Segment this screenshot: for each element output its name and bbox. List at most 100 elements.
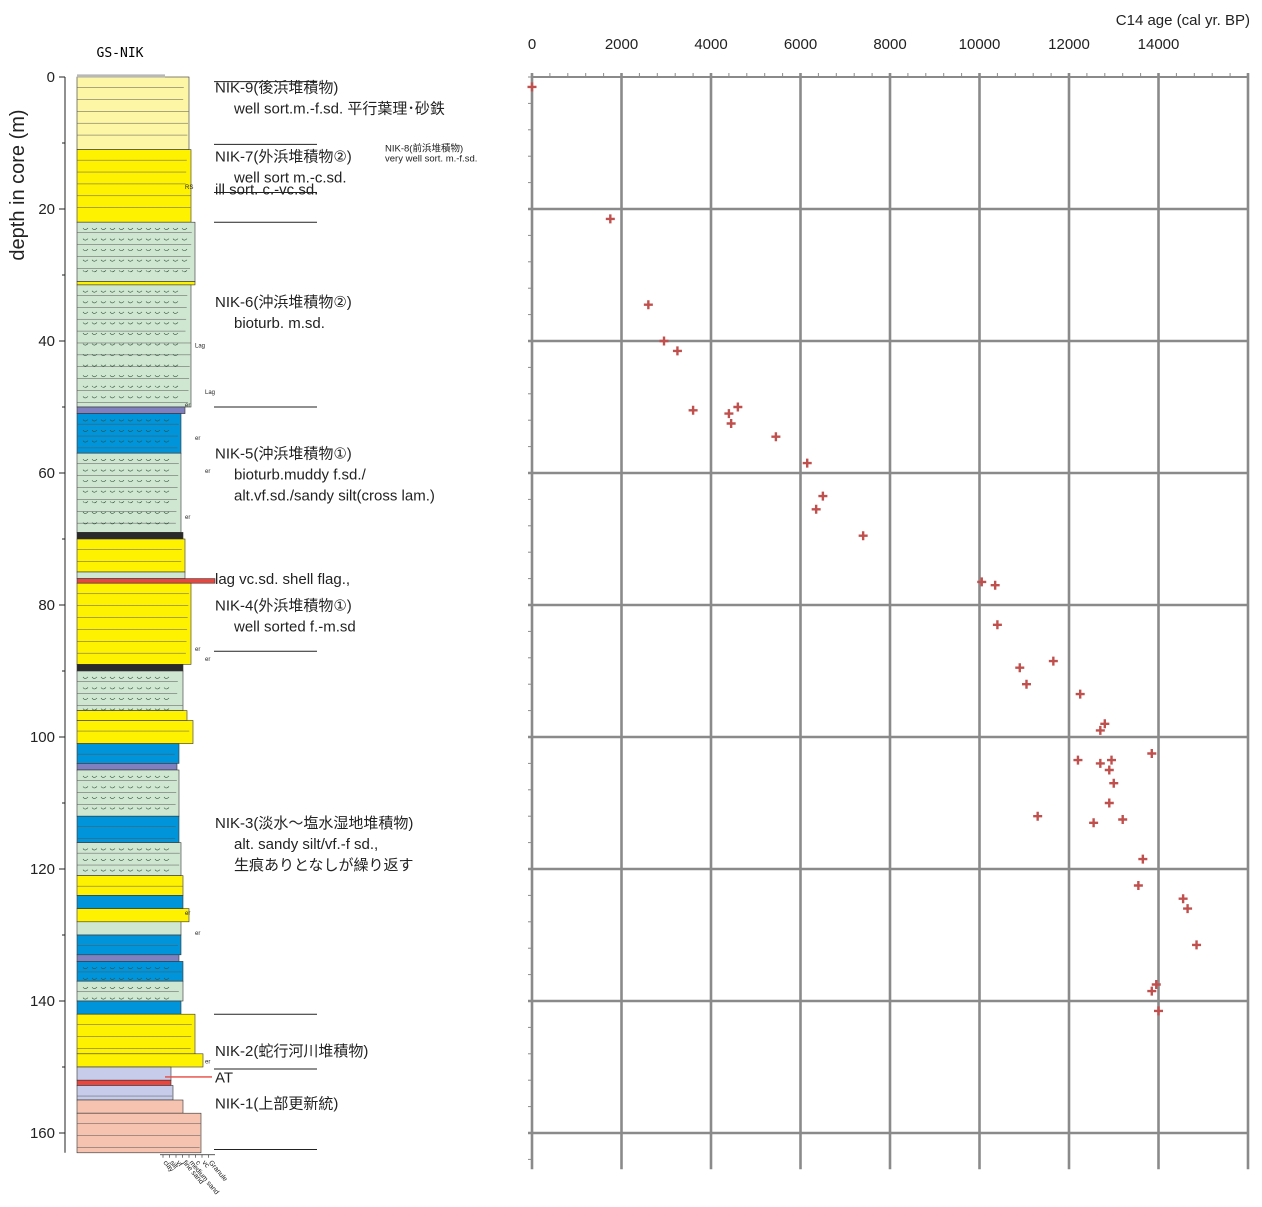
core-annotation: er	[195, 647, 200, 653]
core-layers	[76, 74, 216, 1154]
bioturbation-marks	[82, 786, 170, 789]
core-annotation: er	[205, 469, 210, 475]
unit-label: NIK-7(外浜堆積物②)	[215, 149, 352, 166]
data-point	[1100, 719, 1110, 729]
grain-scale-label: c	[194, 1159, 202, 1167]
bioturbation-marks	[82, 375, 179, 378]
data-point	[992, 620, 1002, 630]
data-point	[858, 531, 868, 541]
unit-label: lag vc.sd. shell flag.,	[215, 571, 350, 588]
unit-label: well sort.m.-f.sd. 平行葉理･砂鉄	[233, 100, 445, 117]
bioturbation-marks	[82, 385, 179, 388]
bioturbation-marks	[82, 440, 170, 443]
data-point	[605, 214, 615, 224]
data-point	[733, 402, 743, 412]
core-annotation: RS	[185, 185, 193, 191]
core-title: GS-NIK	[97, 46, 144, 61]
unit-label: AT	[215, 1069, 233, 1086]
bioturbation-marks	[82, 977, 170, 980]
unit-label: alt. sandy silt/vf.-f sd.,	[234, 836, 378, 853]
data-point	[643, 300, 653, 310]
core-top-cap	[77, 74, 165, 78]
x-tick-label: 14000	[1138, 36, 1180, 53]
x-tick-label: 8000	[873, 36, 906, 53]
x-tick-label: 0	[528, 36, 536, 53]
core-layer	[76, 413, 182, 454]
data-point	[1095, 725, 1105, 735]
bioturbation-marks	[82, 458, 170, 461]
unit-label: alt.vf.sd./sandy silt(cross lam.)	[234, 488, 435, 505]
bioturbation-marks	[82, 997, 170, 1000]
depth-tick-label: 0	[47, 69, 55, 86]
core-layer	[76, 743, 180, 764]
data-point	[1104, 798, 1114, 808]
data-point	[672, 346, 682, 356]
data-point	[1147, 986, 1157, 996]
unit-labels: NIK-9(後浜堆積物) well sort.m.-f.sd. 平行葉理･砂鉄 NI…	[165, 79, 477, 1150]
data-point	[1107, 755, 1117, 765]
core-layer	[76, 76, 190, 150]
x-tick-label: 6000	[784, 36, 817, 53]
data-point	[977, 577, 987, 587]
bioturbation-marks	[82, 322, 179, 325]
core-log: GS-NIK depth in core (m) 0 20 40 60 80 100 120…	[7, 46, 477, 1196]
data-point	[1075, 689, 1085, 699]
data-point	[1095, 758, 1105, 768]
core-layer	[76, 1000, 182, 1015]
core-annotation: er	[185, 515, 190, 521]
data-point	[771, 432, 781, 442]
data-point	[1133, 881, 1143, 890]
core-layer	[76, 1066, 172, 1081]
bioturbation-marks	[82, 429, 170, 432]
bioturbation-marks	[82, 469, 170, 472]
core-layer	[76, 954, 180, 962]
core-layer	[76, 815, 180, 843]
x-tick-label: 10000	[959, 36, 1001, 53]
bioturbation-marks	[82, 259, 188, 262]
bioturbation-marks	[82, 967, 170, 970]
core-layer	[76, 1053, 204, 1068]
data-point	[811, 504, 821, 514]
x-tick-label: 2000	[605, 36, 638, 53]
bioturbation-marks	[82, 986, 170, 989]
bioturbation-marks	[82, 708, 170, 711]
core-layer	[76, 908, 190, 923]
depth-tick-label: 140	[30, 993, 55, 1010]
data-point	[802, 458, 812, 468]
data-point	[1109, 778, 1119, 788]
core-layer	[76, 1013, 196, 1055]
bioturbation-marks	[82, 311, 179, 314]
unit-label: bioturb. m.sd.	[234, 315, 325, 332]
depth-axis: 0 20 40 60 80 100 120 140 160	[30, 69, 66, 1153]
unit-label: NIK-6(沖浜堆積物②)	[215, 294, 352, 311]
age-depth-plot: 0 2000 4000 6000 8000 10000 12000 14000 C14 age…	[527, 12, 1250, 1170]
data-point	[1183, 904, 1193, 914]
data-points	[527, 82, 1202, 1016]
bioturbation-marks	[82, 227, 188, 230]
depth-tick-label: 100	[30, 729, 55, 746]
data-point	[1147, 749, 1157, 758]
data-point	[1089, 818, 1099, 828]
depth-tick-label: 60	[38, 465, 55, 482]
data-point	[1048, 656, 1058, 666]
bioturbation-marks	[82, 687, 170, 690]
core-layer	[76, 710, 188, 721]
grain-scale-label: vc	[200, 1159, 210, 1169]
data-point	[527, 82, 537, 92]
unit-label: NIK-4(外浜堆積物①)	[215, 597, 352, 614]
bioturbation-marks	[82, 238, 188, 241]
core-layer	[76, 1079, 172, 1086]
data-point	[688, 405, 698, 415]
core-layer	[76, 538, 186, 573]
core-layer	[76, 281, 196, 286]
data-point	[1033, 811, 1043, 821]
x-axis-label: C14 age (cal yr. BP)	[1116, 12, 1250, 29]
unit-label: NIK-3(淡水～塩水湿地堆積物)	[215, 815, 413, 832]
core-layer	[76, 921, 182, 936]
bioturbation-marks	[82, 775, 170, 778]
data-point	[1151, 980, 1161, 989]
data-point	[1118, 815, 1128, 824]
data-point	[1154, 1006, 1163, 1016]
